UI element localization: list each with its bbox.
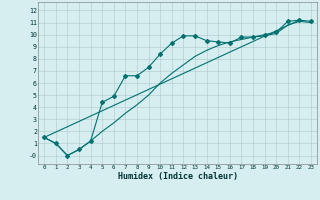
X-axis label: Humidex (Indice chaleur): Humidex (Indice chaleur) (118, 172, 238, 181)
